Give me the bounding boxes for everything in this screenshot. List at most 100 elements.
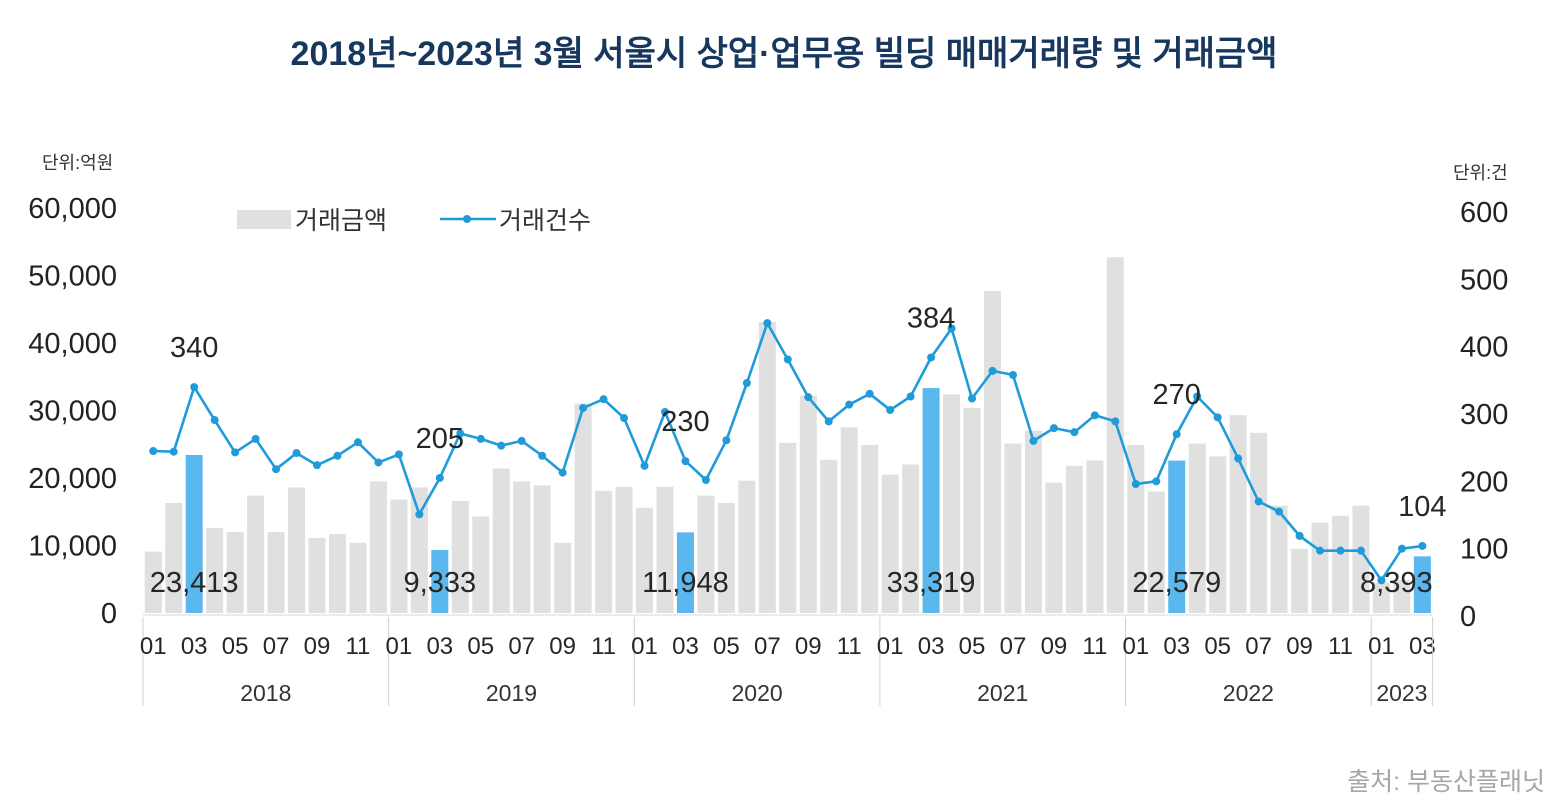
count-point-2018-05 [231,448,240,457]
amount-bars [144,257,1431,613]
amount-bar-2019-11 [595,490,613,613]
amount-bar-2019-02 [410,487,428,613]
count-point-2020-05 [722,436,731,445]
count-point-2018-12 [374,458,383,467]
count-point-2021-02 [906,392,915,401]
right-axis-tick-label: 500 [1460,264,1508,296]
legend-bar-swatch [237,209,291,229]
count-point-2022-08 [1275,507,1284,516]
count-point-2021-03 [927,353,936,362]
amount-bar-2019-06 [492,468,510,613]
legend-line-swatch [440,215,496,223]
count-point-2022-03 [1172,430,1181,439]
x-month-tick-label: 11 [345,633,370,660]
count-label-2018-03: 340 [170,332,218,364]
amount-bar-2020-05 [717,502,735,613]
count-point-2019-11 [599,395,608,404]
source-credit: 출처: 부동산플래닛 [1347,768,1545,796]
count-point-2020-07 [763,319,772,328]
amount-bar-2019-07 [513,481,531,613]
count-point-2018-04 [210,416,219,425]
left-axis-tick-label: 0 [101,598,117,630]
count-label-2023-03: 104 [1398,491,1446,523]
count-label-2019-03: 205 [416,423,464,455]
x-month-tick-label: 05 [713,633,740,660]
amount-bar-2022-03 [1168,460,1186,613]
amount-label-2023-03: 8,393 [1360,567,1433,599]
count-point-2019-01 [394,450,403,459]
amount-bar-2022-12 [1352,505,1370,613]
amount-bar-2021-03 [922,388,940,613]
x-month-tick-label: 07 [1000,633,1027,660]
x-month-tick-label: 11 [837,633,862,660]
amount-bar-2018-03 [185,454,203,613]
amount-bar-2022-10 [1311,522,1329,613]
x-year-label: 2019 [486,680,537,706]
count-point-2018-02 [169,447,178,456]
x-month-tick-label: 07 [508,633,535,660]
amount-label-2019-03: 9,333 [404,567,477,599]
legend-line-marker [463,215,471,223]
count-point-2019-06 [497,441,506,450]
amount-bar-2018-05 [226,532,244,613]
x-year-label: 2023 [1376,680,1427,706]
amount-bar-2018-10 [328,534,346,613]
count-point-2020-12 [865,389,874,398]
x-month-tick-label: 05 [222,633,249,660]
left-axis-tick-label: 60,000 [28,193,117,225]
count-point-2018-01 [149,447,158,456]
x-month-tick-label: 11 [1082,633,1107,660]
amount-bar-2018-01 [144,551,162,613]
amount-bar-2020-02 [656,486,674,613]
amount-bar-2021-11 [1086,460,1104,613]
count-point-2021-04 [947,324,956,333]
amount-bar-2020-07 [758,322,776,613]
count-point-2021-05 [968,394,977,403]
amount-bar-2020-10 [820,459,838,613]
x-month-tick-label: 01 [140,633,167,660]
amount-bar-2023-03 [1413,556,1431,613]
count-point-2020-04 [701,475,710,484]
count-point-2019-07 [517,436,526,445]
x-month-tick-label: 07 [754,633,781,660]
amount-bar-2021-12 [1106,257,1124,613]
x-month-tick-label: 07 [263,633,290,660]
count-point-2022-05 [1213,413,1222,422]
count-point-2018-06 [251,434,260,443]
count-point-2019-08 [538,451,547,460]
amount-bar-2018-09 [308,538,326,613]
right-axis-tick-label: 400 [1460,332,1508,364]
count-point-2021-11 [1090,411,1099,420]
count-point-2023-01 [1377,576,1386,585]
amount-bar-2018-02 [165,502,183,613]
count-point-2020-10 [824,417,833,426]
amount-bar-2020-04 [697,495,715,613]
right-axis-tick-label: 600 [1460,197,1508,229]
count-label-2022-03: 270 [1153,379,1201,411]
count-point-2022-07 [1254,497,1263,506]
x-month-tick-label: 03 [1409,633,1436,660]
amount-bar-2020-01 [636,507,654,613]
count-points [149,319,1427,585]
x-month-tick-label: 01 [1122,633,1149,660]
x-month-tick-label: 03 [426,633,453,660]
x-year-label: 2020 [732,680,783,706]
amount-bar-2022-04 [1188,443,1206,613]
legend-label-count: 거래건수 [499,207,592,235]
chart-title: 2018년~2023년 3월 서울시 상업·업무용 빌딩 매매거래량 및 거래금… [290,35,1278,73]
amount-bar-2020-08 [779,442,797,613]
amount-bar-2021-09 [1045,482,1063,613]
x-month-tick-label: 05 [1204,633,1231,660]
x-year-label: 2021 [977,680,1028,706]
right-axis-tick-label: 200 [1460,466,1508,498]
amount-bar-2019-01 [390,499,408,613]
amount-bar-2019-03 [431,550,449,613]
left-axis-tick-label: 40,000 [28,328,117,360]
x-month-tick-label: 03 [1163,633,1190,660]
amount-bar-2020-09 [799,395,817,613]
amount-bar-2021-05 [963,407,981,613]
count-point-2023-02 [1397,544,1406,553]
count-point-2022-10 [1316,546,1325,555]
count-point-2020-09 [804,393,813,402]
amount-bar-2019-10 [574,403,592,613]
